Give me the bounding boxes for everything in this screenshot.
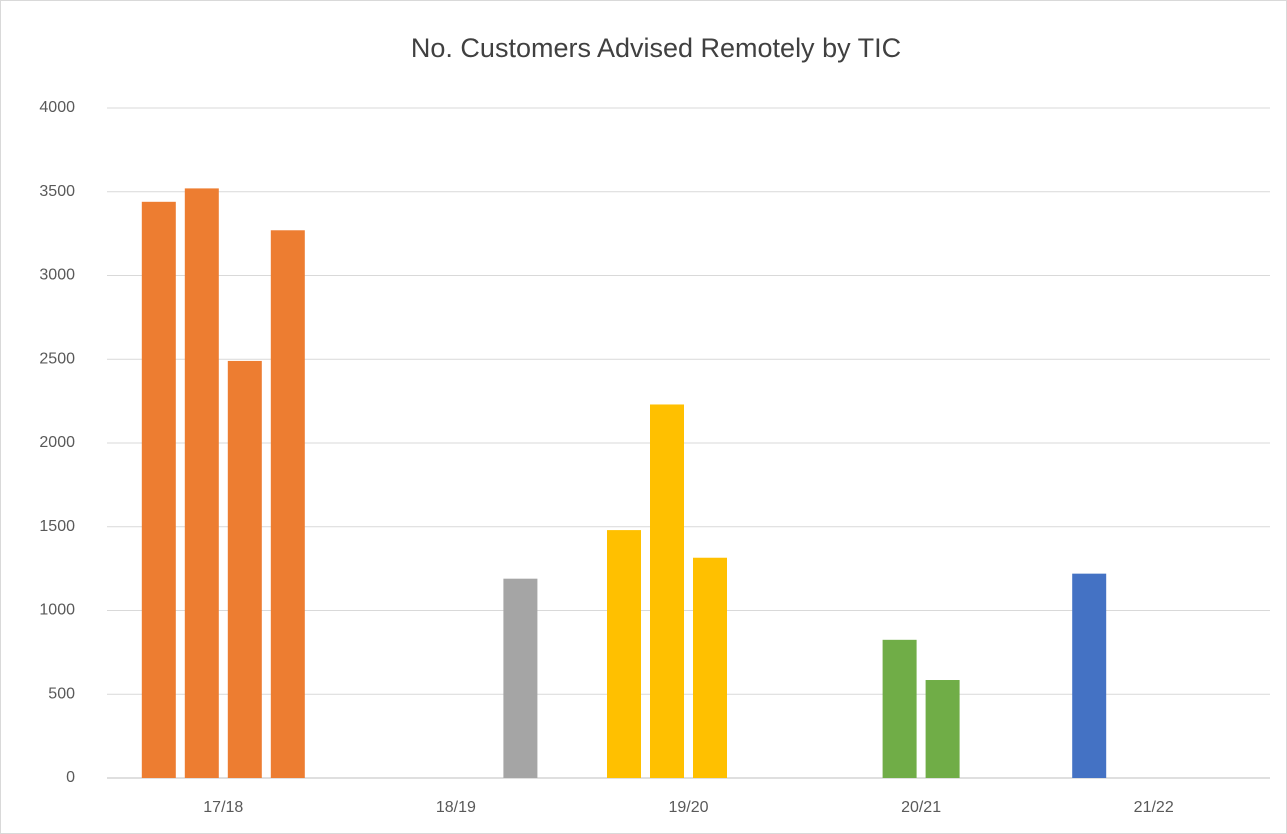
x-tick-label: 21/22 [1134,799,1174,816]
bar [503,578,538,778]
bar [925,680,960,778]
bar [227,360,262,778]
y-tick-label: 4000 [39,99,75,116]
y-tick-label: 3500 [39,183,75,200]
bar [693,557,727,778]
bar [882,639,917,778]
y-tick-label: 1000 [39,602,75,619]
y-tick-label: 0 [66,769,75,786]
bar [607,530,641,778]
y-tick-label: 2500 [39,350,75,367]
bar [1072,573,1107,778]
x-tick-label: 18/19 [436,799,476,816]
bar [184,188,219,778]
y-tick-label: 1500 [39,518,75,535]
bar [270,230,305,778]
bar [650,404,684,778]
x-tick-label: 19/20 [668,799,708,816]
chart-title: No. Customers Advised Remotely by TIC [411,33,901,63]
y-tick-label: 3000 [39,267,75,284]
x-tick-label: 17/18 [203,799,243,816]
y-tick-label: 500 [48,685,75,702]
bar [141,201,176,779]
x-tick-label: 20/21 [901,799,941,816]
y-tick-label: 2000 [39,434,75,451]
